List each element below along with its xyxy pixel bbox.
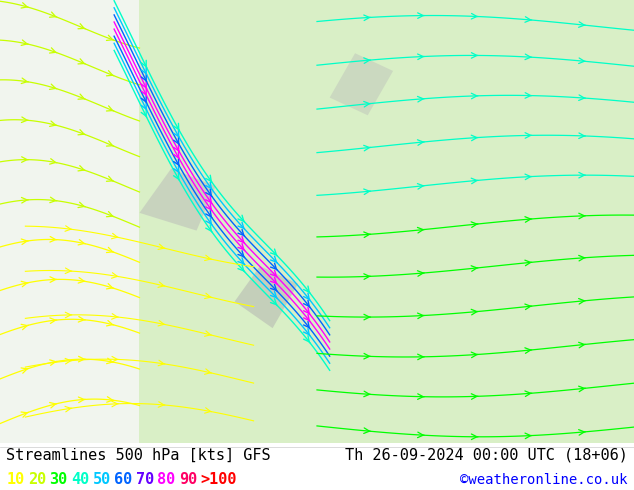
Text: Th 26-09-2024 00:00 UTC (18+06): Th 26-09-2024 00:00 UTC (18+06) xyxy=(345,447,628,463)
Polygon shape xyxy=(139,169,216,231)
Text: 80: 80 xyxy=(157,472,176,487)
Text: 30: 30 xyxy=(49,472,68,487)
Text: 10: 10 xyxy=(6,472,25,487)
Bar xyxy=(0,0,139,443)
Text: 40: 40 xyxy=(71,472,89,487)
Text: Streamlines 500 hPa [kts] GFS: Streamlines 500 hPa [kts] GFS xyxy=(6,447,271,463)
Polygon shape xyxy=(235,266,298,328)
Polygon shape xyxy=(330,53,393,115)
Text: 60: 60 xyxy=(114,472,133,487)
Text: 50: 50 xyxy=(93,472,111,487)
Text: ©weatheronline.co.uk: ©weatheronline.co.uk xyxy=(460,473,628,487)
Text: >100: >100 xyxy=(200,472,237,487)
Text: 90: 90 xyxy=(179,472,197,487)
Text: 70: 70 xyxy=(136,472,154,487)
Bar xyxy=(139,0,634,443)
Text: 20: 20 xyxy=(28,472,46,487)
